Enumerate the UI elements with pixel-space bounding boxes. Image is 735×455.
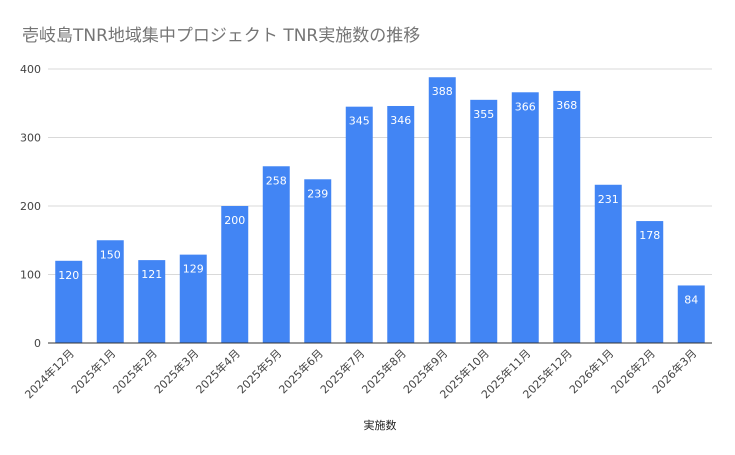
bar — [553, 90, 581, 343]
bar — [677, 285, 705, 343]
bar — [55, 260, 83, 343]
bar-data-label: 178 — [639, 229, 660, 242]
bar-data-label: 346 — [390, 114, 411, 127]
bar-data-label: 239 — [307, 187, 328, 200]
x-tick-label: 2024年12月 — [22, 346, 77, 401]
bar-data-label: 200 — [224, 214, 245, 227]
bar-data-label: 231 — [598, 193, 619, 206]
bar-data-label: 121 — [141, 268, 162, 281]
bar — [96, 240, 124, 343]
y-tick-label: 0 — [34, 337, 41, 350]
bar — [511, 92, 539, 343]
bar — [304, 179, 332, 343]
bar-data-label: 366 — [515, 100, 536, 113]
bar — [179, 254, 207, 343]
y-tick-label: 400 — [20, 63, 41, 76]
bar — [221, 206, 249, 343]
y-tick-label: 300 — [20, 132, 41, 145]
bar-data-label: 84 — [684, 293, 698, 306]
bar — [636, 221, 664, 343]
bar — [428, 77, 456, 343]
bars: 120 150 121 129 200 258 239 345 346 388 355 366 368 2… — [55, 77, 705, 344]
bar — [345, 106, 373, 343]
bar — [138, 260, 166, 343]
bar — [262, 166, 290, 343]
bar-data-label: 355 — [473, 108, 494, 121]
bar-data-label: 388 — [432, 85, 453, 98]
x-axis-title: 実施数 — [364, 418, 397, 432]
x-tick-label: 2026年3月 — [649, 346, 699, 396]
bar-data-label: 345 — [349, 115, 370, 128]
chart-title: 壱岐島TNR地域集中プロジェクト TNR実施数の推移 — [22, 26, 421, 46]
bar-data-label: 120 — [58, 269, 79, 282]
bar-data-label: 258 — [266, 174, 287, 187]
y-tick-label: 200 — [20, 200, 41, 213]
bar-data-label: 129 — [183, 263, 204, 276]
bar — [470, 99, 498, 343]
bar-data-label: 368 — [556, 99, 577, 112]
bar — [594, 184, 622, 343]
bar — [387, 105, 415, 344]
bar-data-label: 150 — [100, 248, 121, 261]
y-tick-label: 100 — [20, 269, 41, 282]
